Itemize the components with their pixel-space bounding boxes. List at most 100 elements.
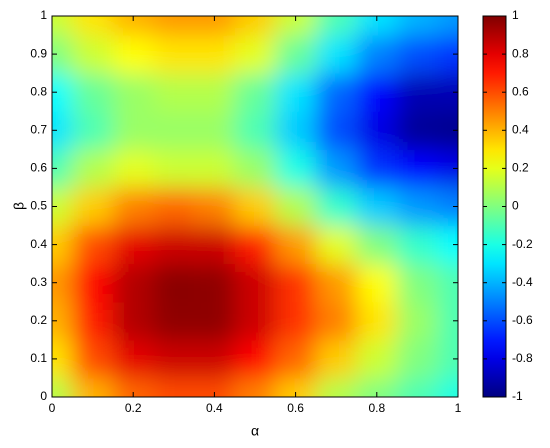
heat-cell [153,339,195,379]
heat-cell [194,225,236,265]
heat-cell [72,339,114,379]
y-tick-label: 0.8 [30,84,47,98]
heat-cell [72,16,114,36]
heat-cell [52,187,73,227]
heat-cell [153,301,195,341]
heat-cell [112,16,154,36]
colorbar-tick-label: 0 [512,199,519,213]
heat-cell [234,225,276,265]
heat-cell [234,187,276,227]
heat-cell [397,377,439,397]
heat-cell [437,263,458,303]
heat-cell [194,263,236,303]
heat-cell [315,111,357,150]
y-tick-label: 0.4 [30,237,47,251]
heat-cell [72,35,114,74]
heat-cell [275,16,317,36]
heat-cell [356,225,398,265]
heat-cell [52,339,73,379]
heat-cell [356,377,398,397]
heat-cell [234,301,276,341]
heat-cell [234,35,276,74]
heat-cell [275,377,317,397]
heat-cell [356,35,398,74]
heat-cell [356,301,398,341]
heat-cell [397,73,439,112]
heat-cell [356,187,398,227]
heat-cell [437,149,458,188]
heat-cell [234,339,276,379]
heat-cell [153,73,195,112]
heat-cell [356,149,398,188]
heat-cell [437,73,458,112]
heat-cell [52,377,73,397]
heatmap [52,16,458,397]
heat-cell [275,339,317,379]
y-tick-label: 0.7 [30,122,47,136]
heat-cell [275,301,317,341]
heat-cell [275,73,317,112]
heat-cell [275,149,317,188]
heat-cell [356,111,398,150]
heat-cell [194,187,236,227]
heat-cell [275,35,317,74]
heat-cell [153,263,195,303]
heat-cell [315,73,357,112]
x-axis-label: α [251,423,259,439]
heat-cell [437,187,458,227]
heat-cell [397,149,439,188]
heat-cell [234,73,276,112]
x-tick-label: 1 [455,401,462,415]
heat-cell [315,225,357,265]
heat-cell [112,149,154,188]
heat-cell [315,35,357,74]
heat-cell [437,16,458,36]
heat-cell [52,73,73,112]
heat-cell [52,16,73,36]
heat-cell [397,263,439,303]
heat-cell [356,339,398,379]
heat-cell [112,35,154,74]
heat-cell [275,263,317,303]
colorbar-tick-label: 1 [512,8,519,22]
heat-cell [112,339,154,379]
y-tick-label: 0.6 [30,161,47,175]
heat-cell [72,301,114,341]
heat-cell [194,111,236,150]
heat-cell [153,149,195,188]
heat-cell [275,187,317,227]
heat-cell [315,377,357,397]
heat-cell [397,225,439,265]
heat-cell [52,149,73,188]
x-tick-label: 0 [49,401,56,415]
heat-cell [112,263,154,303]
heat-cell [234,16,276,36]
y-tick-label: 0.3 [30,275,47,289]
colorbar-tick-label: 0.4 [512,122,529,136]
heat-cell [112,111,154,150]
heat-cell [52,225,73,265]
heat-cell [72,187,114,227]
y-axis-label: β [11,202,27,210]
y-tick-label: 0 [40,389,47,403]
heat-cell [52,35,73,74]
heat-cell [153,111,195,150]
heat-cell [397,111,439,150]
heat-cell [437,225,458,265]
heat-cell [194,301,236,341]
x-tick-label: 0.6 [287,401,304,415]
heat-cell [397,339,439,379]
colorbar-tick-label: 0.2 [512,161,529,175]
y-tick-label: 1 [40,8,47,22]
heat-cell [234,111,276,150]
heat-cell [153,225,195,265]
heat-cell [153,16,195,36]
heat-cell [234,149,276,188]
heat-cell [112,301,154,341]
heat-cell [437,35,458,74]
heat-cell [315,187,357,227]
heat-cell [437,339,458,379]
heat-cell [194,73,236,112]
heat-cell [234,377,276,397]
heat-cell [153,35,195,74]
